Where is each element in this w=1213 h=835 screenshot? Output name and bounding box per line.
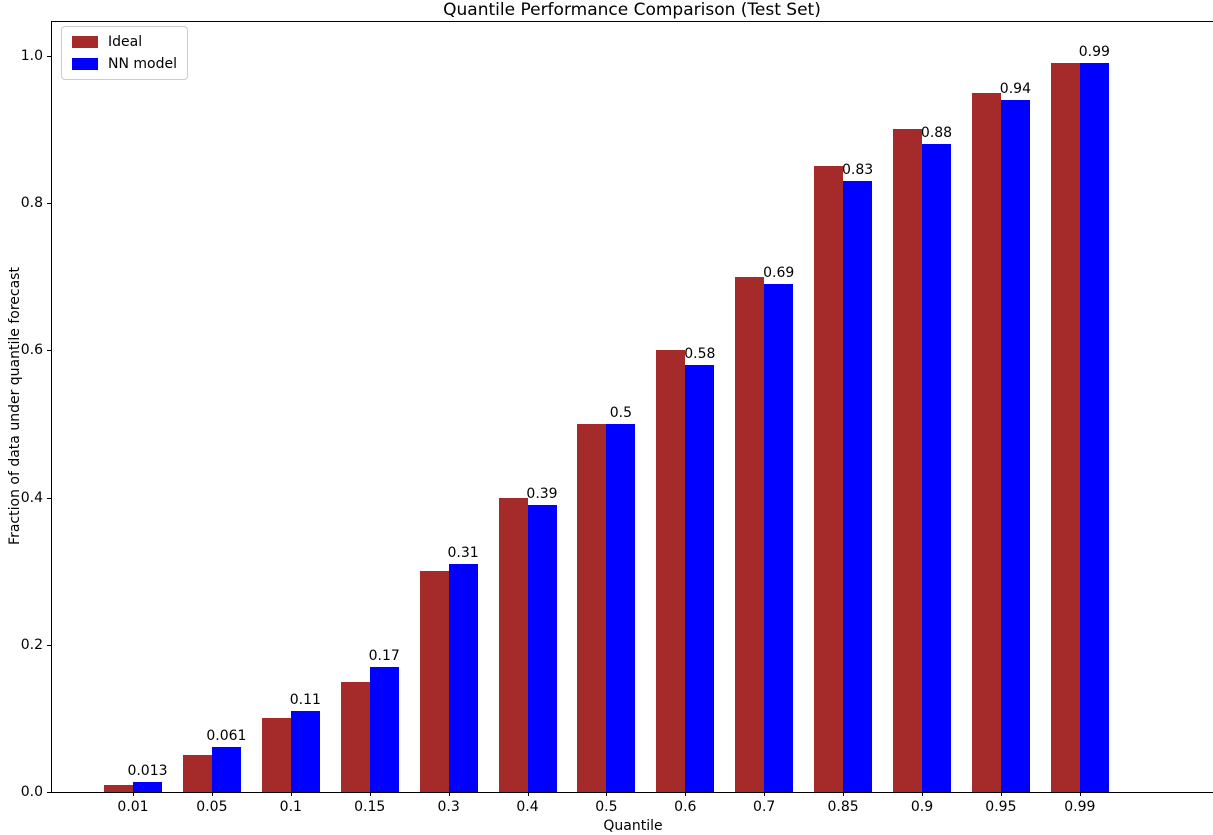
nn-bar-value-label: 0.69	[763, 265, 795, 282]
nn-model-bar	[527, 504, 557, 792]
y-tick-label: 0.4	[20, 489, 43, 506]
nn-model-bar	[133, 782, 162, 792]
ideal-bar	[1050, 63, 1080, 792]
x-tick-label: 0.05	[196, 799, 228, 815]
nn-model-bar	[922, 144, 951, 792]
x-tick	[527, 792, 529, 796]
ideal-bar	[498, 497, 528, 792]
ideal-bar	[182, 755, 212, 792]
y-tick	[47, 792, 51, 793]
y-tick-label: 0.6	[20, 342, 43, 359]
ideal-bar	[735, 276, 765, 792]
nn-bar-value-label: 0.11	[289, 692, 321, 709]
x-tick	[1000, 792, 1002, 796]
y-tick-label: 1.0	[20, 47, 43, 64]
x-tick-label: 0.85	[827, 799, 859, 815]
x-tick	[922, 792, 923, 796]
ideal-bar	[971, 92, 1001, 792]
nn-model-bar	[1079, 63, 1109, 792]
legend-item-ideal: Ideal	[72, 34, 177, 50]
x-tick-label: 0.95	[985, 799, 1017, 815]
nn-model-bar	[843, 181, 873, 792]
y-tick-label: 0.0	[20, 784, 43, 800]
x-tick	[764, 792, 766, 796]
nn-bar-value-label: 0.31	[447, 544, 479, 561]
x-tick	[369, 792, 371, 796]
y-tick	[47, 350, 51, 352]
nn-model-bar	[369, 666, 399, 792]
nn-bar-value-label: 0.013	[127, 763, 168, 780]
x-tick	[211, 792, 213, 796]
x-tick-label: 0.5	[595, 799, 618, 815]
ideal-bar	[419, 571, 449, 792]
x-tick	[606, 792, 608, 796]
x-tick-label: 0.15	[354, 799, 386, 815]
chart-title: Quantile Performance Comparison (Test Se…	[443, 0, 821, 20]
nn-bar-value-label: 0.17	[368, 647, 400, 664]
legend-item-nn-model: NN model	[72, 56, 177, 72]
y-tick-label: 0.8	[20, 195, 43, 212]
y-tick	[47, 644, 51, 646]
ideal-bar	[104, 784, 133, 792]
x-tick-label: 0.99	[1064, 799, 1096, 815]
ideal-bar	[261, 718, 291, 792]
x-tick	[1079, 792, 1081, 796]
nn-model-bar	[606, 423, 636, 792]
x-tick	[843, 792, 845, 796]
y-tick	[47, 55, 51, 57]
nn-bar-value-label: 0.58	[684, 346, 716, 363]
nn-bar-value-label: 0.061	[206, 728, 247, 745]
legend-label-nn-model: NN model	[108, 56, 177, 72]
ideal-bar	[577, 423, 607, 792]
nn-model-bar	[290, 711, 320, 792]
x-tick	[448, 792, 450, 796]
ideal-bar	[893, 129, 922, 792]
x-tick	[290, 792, 292, 796]
nn-bar-value-label: 0.83	[842, 162, 874, 179]
nn-model-bar	[448, 563, 478, 792]
nn-model-color-swatch-icon	[72, 58, 98, 70]
nn-bar-value-label: 0.99	[1078, 44, 1110, 61]
x-tick-label: 0.7	[753, 799, 776, 815]
x-tick-label: 0.6	[674, 799, 697, 815]
ideal-color-swatch-icon	[72, 36, 98, 48]
x-tick-label: 0.4	[516, 799, 539, 815]
legend-label-ideal: Ideal	[108, 34, 143, 50]
x-tick-label: 0.01	[117, 799, 149, 815]
nn-model-bar	[685, 365, 715, 792]
x-tick-label: 0.9	[910, 799, 934, 815]
ideal-bar	[340, 681, 370, 792]
x-tick	[133, 792, 134, 796]
ideal-bar	[656, 350, 686, 792]
x-tick-label: 0.3	[437, 799, 460, 815]
nn-bar-value-label: 0.88	[920, 125, 953, 142]
nn-model-bar	[764, 284, 794, 792]
plot-area: Ideal NN model 0.013 0.061 0.11 0.17 0.31 0.3…	[21, 21, 1213, 834]
nn-model-bar	[211, 747, 241, 792]
x-axis-label: Quantile	[603, 818, 663, 834]
legend: Ideal NN model	[61, 26, 188, 80]
nn-bar-value-label: 0.39	[526, 485, 558, 502]
y-tick	[47, 203, 51, 205]
x-tick-label: 0.1	[279, 799, 302, 815]
y-tick	[47, 497, 51, 499]
x-tick	[685, 792, 687, 796]
nn-bar-value-label: 0.94	[999, 81, 1031, 98]
nn-bar-value-label: 0.5	[609, 404, 633, 421]
nn-model-bar	[1000, 100, 1030, 792]
ideal-bar	[814, 166, 844, 792]
y-tick-label: 0.2	[20, 636, 43, 653]
